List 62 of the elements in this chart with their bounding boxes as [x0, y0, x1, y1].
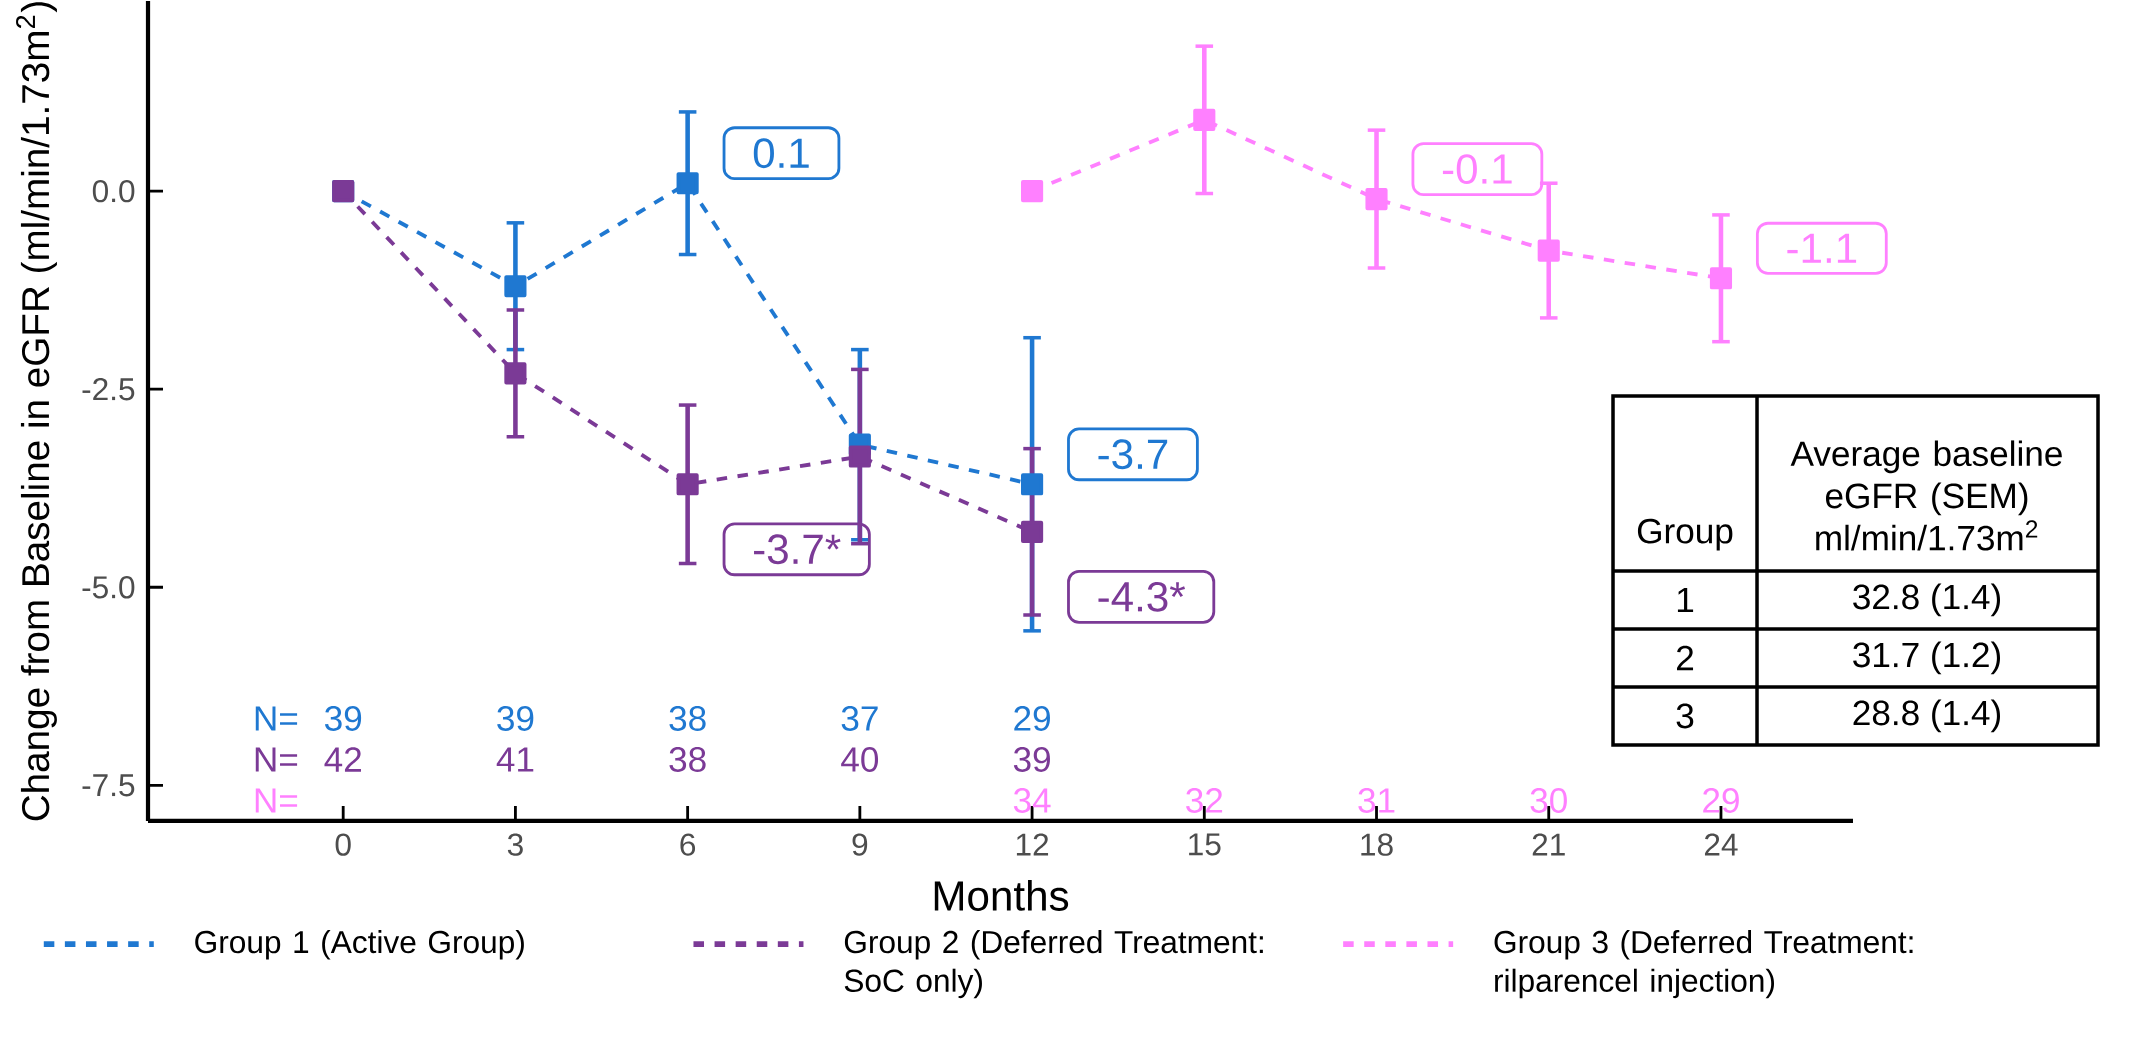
point: [1021, 180, 1044, 203]
annotation: 32: [1186, 788, 1223, 813]
annotation: 41: [496, 747, 534, 772]
legend-label: Group 3 (Deferred Treatment: rilparencel injection): [1494, 930, 1913, 999]
point: [676, 473, 699, 496]
point: [676, 172, 699, 195]
x-axis-title: Months: [934, 879, 1069, 911]
data-label: 0.1: [753, 138, 809, 169]
annotation: 39: [497, 706, 534, 731]
annotation: 31: [1358, 788, 1395, 813]
point: [1021, 473, 1044, 496]
data-label: -4.3*: [1098, 581, 1186, 612]
text: 31.7 (1.2): [1853, 641, 2001, 675]
text: 28.8 (1.4): [1853, 699, 2001, 733]
point: [504, 362, 527, 385]
annotation: 40: [841, 747, 879, 772]
point: [848, 445, 871, 468]
text: 32.8 (1.4): [1853, 583, 2001, 617]
data-label: -3.7: [1098, 439, 1168, 470]
annotation: 34: [1013, 788, 1051, 813]
data-label: -1.1: [1787, 233, 1857, 263]
annotation: 30: [1530, 788, 1567, 813]
x-tick-label: 3: [507, 833, 523, 856]
annotation: Group: [1637, 518, 1733, 551]
point: [1365, 187, 1388, 211]
annotation: N=: [255, 788, 298, 813]
legend-label: Group 2 (Deferred Treatment: SoC only): [844, 930, 1263, 999]
annotation: 29: [1014, 706, 1050, 731]
point: [1193, 108, 1216, 131]
data-label: -3.7*: [754, 534, 841, 565]
y-tick-label: -2.5: [82, 377, 135, 401]
point: [1021, 520, 1044, 543]
y-tick-label: -5.0: [82, 576, 135, 599]
annotation: 2: [1677, 645, 1694, 671]
annotation: 38: [669, 747, 706, 772]
annotation: Average baseline eGFR (SEM) ml/min/1.73m$^{2}$: [1790, 440, 2062, 551]
x-tick-label: 0: [335, 833, 351, 856]
y-tick-label: 0.0: [92, 179, 135, 203]
legend-label: Group 1 (Active Group): [195, 930, 524, 960]
annotation: 39: [1013, 747, 1050, 772]
x-tick-label: 6: [680, 833, 696, 856]
x-tick-label: 9: [852, 833, 868, 856]
x-tick-label: 12: [1016, 833, 1049, 856]
y-tick-label: -7.5: [82, 774, 135, 797]
annotation: 38: [669, 706, 706, 731]
annotation: 42: [324, 747, 361, 772]
data-label: -0.1: [1442, 154, 1512, 184]
annotation: 37: [841, 706, 878, 731]
annotation: N=: [255, 747, 298, 772]
point: [1537, 239, 1560, 262]
annotation: 29: [1703, 788, 1739, 813]
x-tick-label: 21: [1532, 833, 1565, 856]
x-tick-label: 18: [1361, 833, 1393, 856]
annotation: N=: [255, 706, 298, 731]
annotation: 39: [324, 706, 362, 731]
y-axis-title: Change from Baseline in eGFR (ml/min/1.73m$^{2}$): [16, 2, 57, 821]
annotation: 3: [1676, 703, 1694, 729]
annotation: 1: [1677, 587, 1694, 613]
point: [1709, 267, 1733, 290]
x-tick-label: 24: [1704, 833, 1738, 856]
x-tick-label: 15: [1189, 833, 1221, 856]
point: [504, 275, 527, 298]
